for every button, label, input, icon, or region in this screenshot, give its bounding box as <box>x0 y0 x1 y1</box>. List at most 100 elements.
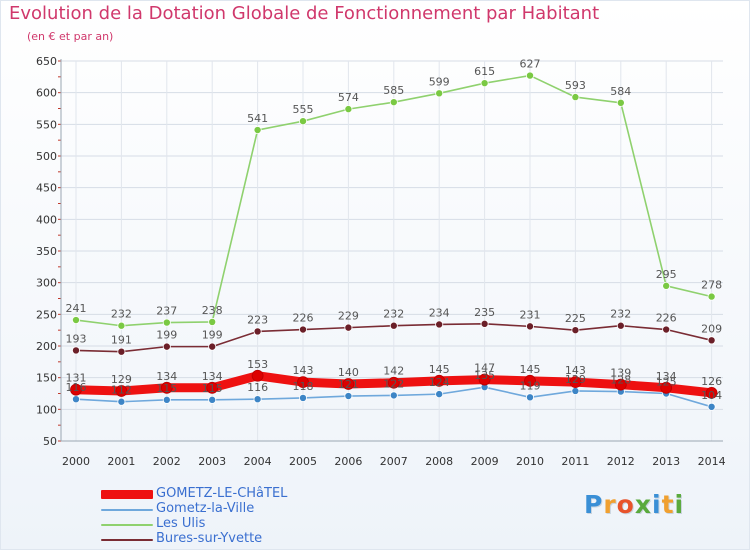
data-label-les-ulis: 232 <box>111 308 132 321</box>
data-label-gometz-la-ville: 128 <box>610 374 631 387</box>
data-point-les-ulis <box>526 71 535 80</box>
data-label-gometz-la-ville: 112 <box>111 384 132 397</box>
x-tick-label: 2011 <box>561 455 589 468</box>
data-point-les-ulis <box>162 318 171 327</box>
x-tick-label: 2002 <box>153 455 181 468</box>
data-label-bures-sur-yvette: 223 <box>247 313 268 326</box>
data-point-gometz-le-ch-tel <box>206 381 219 394</box>
data-point-les-ulis <box>662 281 671 290</box>
data-point-les-ulis <box>616 98 625 107</box>
data-point-gometz-le-ch-tel <box>115 385 128 397</box>
data-label-les-ulis: 238 <box>202 304 223 317</box>
data-point-bures-sur-yvette <box>208 342 217 351</box>
y-tick-label: 250 <box>36 308 57 321</box>
y-tick-label: 650 <box>36 55 57 68</box>
data-label-gometz-le-ch-tel: 139 <box>610 367 631 380</box>
data-point-les-ulis <box>253 126 262 135</box>
data-label-les-ulis: 555 <box>293 103 314 116</box>
y-tick-label: 150 <box>36 372 57 385</box>
data-point-bures-sur-yvette <box>117 347 126 356</box>
data-point-les-ulis <box>571 93 580 102</box>
data-point-gometz-le-ch-tel <box>433 374 446 387</box>
data-label-bures-sur-yvette: 193 <box>66 332 87 345</box>
data-label-bures-sur-yvette: 191 <box>111 334 132 347</box>
grid <box>61 60 723 442</box>
data-label-les-ulis: 295 <box>656 268 677 281</box>
x-tick-label: 2010 <box>516 455 544 468</box>
data-point-bures-sur-yvette <box>707 336 716 345</box>
data-label-gometz-la-ville: 118 <box>293 380 314 393</box>
x-tick-label: 2012 <box>607 455 635 468</box>
data-point-gometz-le-ch-tel <box>387 376 400 389</box>
x-tick-label: 2008 <box>425 455 453 468</box>
data-label-gometz-le-ch-tel: 153 <box>247 358 268 371</box>
data-label-gometz-la-ville: 135 <box>474 369 495 382</box>
data-point-les-ulis <box>480 79 489 88</box>
data-label-les-ulis: 574 <box>338 91 359 104</box>
data-label-bures-sur-yvette: 234 <box>429 306 450 319</box>
data-point-gometz-la-ville <box>72 395 81 404</box>
data-point-bures-sur-yvette <box>662 325 671 334</box>
x-tick-label: 2003 <box>198 455 226 468</box>
data-label-les-ulis: 541 <box>247 112 268 125</box>
x-tick-label: 2006 <box>334 455 362 468</box>
data-point-gometz-le-ch-tel <box>70 383 82 396</box>
x-tick-label: 2005 <box>289 455 317 468</box>
data-point-bures-sur-yvette <box>435 320 444 329</box>
data-point-gometz-la-ville <box>571 386 580 395</box>
legend-swatch <box>101 539 153 541</box>
series-layer <box>70 71 718 411</box>
data-point-gometz-le-ch-tel <box>342 378 355 390</box>
logo-letter: i <box>652 490 662 519</box>
data-point-gometz-la-ville <box>117 397 126 406</box>
data-label-gometz-le-ch-tel: 134 <box>156 370 177 383</box>
data-point-gometz-le-ch-tel <box>614 378 627 391</box>
legend-label: Les Ulis <box>156 516 206 531</box>
data-point-gometz-la-ville <box>526 393 535 402</box>
data-point-bures-sur-yvette <box>616 321 625 330</box>
y-tick-label: 500 <box>36 150 57 163</box>
data-label-gometz-la-ville: 122 <box>383 377 404 390</box>
data-point-bures-sur-yvette <box>253 327 262 336</box>
data-point-gometz-la-ville <box>253 395 262 404</box>
data-point-bures-sur-yvette <box>480 319 489 328</box>
y-tick-label: 600 <box>36 87 57 100</box>
data-label-les-ulis: 593 <box>565 79 586 92</box>
data-labels: 241 232 237 238 541 555 574 585 599 615 627 593 584 2… <box>66 58 723 402</box>
data-label-gometz-la-ville: 115 <box>202 382 223 395</box>
data-label-gometz-la-ville: 124 <box>429 376 450 389</box>
data-label-gometz-le-ch-tel: 143 <box>565 364 586 377</box>
data-point-bures-sur-yvette <box>298 325 307 334</box>
data-label-bures-sur-yvette: 209 <box>701 322 722 335</box>
x-tick-label: 2009 <box>471 455 499 468</box>
data-label-bures-sur-yvette: 235 <box>474 306 495 319</box>
data-label-gometz-la-ville: 116 <box>247 381 268 394</box>
y-tick-label: 100 <box>36 403 57 416</box>
legend-label: Bures-sur-Yvette <box>156 531 263 546</box>
data-label-gometz-le-ch-tel: 134 <box>656 370 677 383</box>
data-label-gometz-le-ch-tel: 140 <box>338 366 359 379</box>
logo-letter: r <box>603 490 617 519</box>
data-label-les-ulis: 278 <box>701 279 722 292</box>
data-point-bures-sur-yvette <box>571 326 580 335</box>
data-point-gometz-le-ch-tel <box>478 373 491 386</box>
data-label-gometz-la-ville: 125 <box>656 376 677 389</box>
data-label-bures-sur-yvette: 199 <box>156 329 177 342</box>
data-label-bures-sur-yvette: 225 <box>565 312 586 325</box>
data-label-gometz-la-ville: 115 <box>156 382 177 395</box>
data-point-les-ulis <box>389 98 398 107</box>
data-label-bures-sur-yvette: 232 <box>383 308 404 321</box>
data-point-gometz-le-ch-tel <box>660 381 673 394</box>
data-point-gometz-la-ville <box>298 393 307 402</box>
data-label-bures-sur-yvette: 229 <box>338 310 359 323</box>
data-label-gometz-la-ville: 116 <box>66 381 87 394</box>
data-point-les-ulis <box>298 117 307 126</box>
logo-letter: P <box>584 490 604 519</box>
logo-letter: t <box>661 490 675 519</box>
data-label-gometz-la-ville: 121 <box>338 378 359 391</box>
data-label-les-ulis: 241 <box>66 302 87 315</box>
data-point-gometz-le-ch-tel <box>705 386 718 399</box>
data-label-gometz-le-ch-tel: 142 <box>383 365 404 378</box>
data-label-gometz-le-ch-tel: 126 <box>701 375 722 388</box>
